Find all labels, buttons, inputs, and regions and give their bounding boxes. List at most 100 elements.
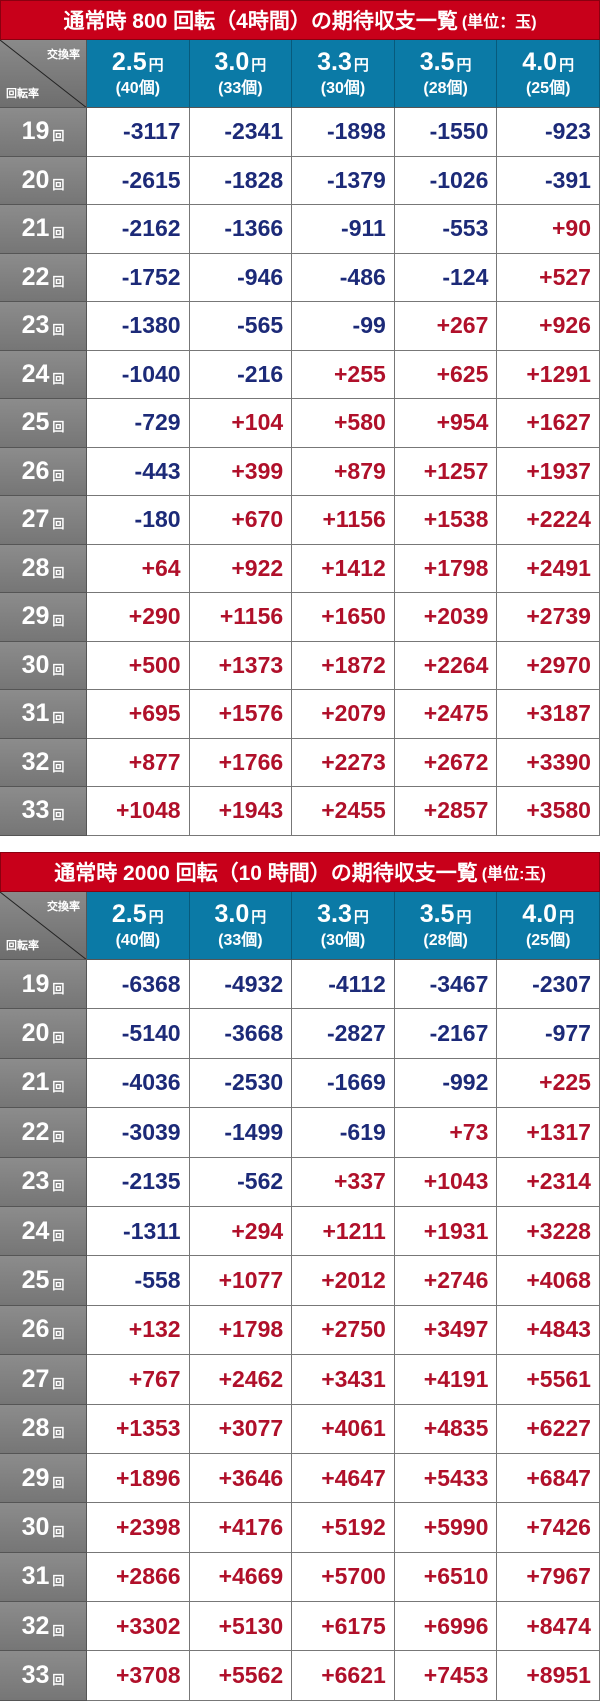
yen-label: 円: [353, 908, 369, 926]
ball-count: (28個): [423, 931, 468, 949]
spin-suffix: 回: [52, 981, 65, 996]
table-cell: +1650: [292, 593, 395, 642]
rate-value: 4.0: [522, 47, 558, 76]
table-cell: -3467: [394, 960, 498, 1010]
table-cell: +2462: [189, 1355, 293, 1405]
rate-value: 2.5: [111, 47, 147, 76]
table-cell: +2012: [292, 1256, 395, 1306]
table-cell: -565: [189, 302, 293, 351]
table-cell: +1043: [394, 1157, 498, 1207]
table-cell: +4068: [497, 1256, 600, 1306]
table-cell: -553: [394, 205, 498, 254]
spin-suffix: 回: [52, 1228, 65, 1243]
spin-suffix: 回: [52, 1080, 65, 1095]
table-cell: +1412: [292, 544, 395, 593]
ball-count: (30個): [320, 79, 366, 97]
spin-rate-label: 22 回: [0, 253, 87, 302]
table-cell: +625: [394, 350, 498, 399]
table-cell: -562: [189, 1157, 293, 1207]
spin-value: 28: [21, 1414, 50, 1443]
yen-label: 円: [148, 56, 164, 74]
table-cell: -911: [292, 205, 395, 254]
ball-count: (40個): [115, 931, 161, 949]
spin-suffix: 回: [52, 177, 65, 192]
spin-rate-label: 23 回: [0, 1157, 87, 1207]
table-cell: -1550: [394, 108, 498, 157]
spin-value: 28: [21, 553, 50, 582]
table-cell: +1156: [292, 496, 395, 545]
table-cell: +90: [497, 205, 600, 254]
ball-count: (33個): [218, 79, 263, 97]
spin-rate-label: 22 回: [0, 1108, 87, 1158]
spin-rate-label: 20 回: [0, 1009, 87, 1059]
table-cell: +5990: [394, 1503, 498, 1553]
spin-rate-label: 24 回: [0, 1206, 87, 1257]
table-cell: +1627: [497, 399, 600, 448]
spin-suffix: 回: [52, 1475, 65, 1490]
table-cell: +1872: [292, 641, 395, 690]
table-cell: -1026: [394, 156, 498, 205]
spin-value: 30: [21, 1512, 50, 1541]
spin-value: 22: [21, 1117, 50, 1146]
spin-rate-label: 33 回: [0, 787, 87, 836]
rate-header: 3.3 円 (30個): [292, 40, 395, 108]
spin-suffix: 回: [52, 1673, 65, 1688]
table-cell: +6175: [292, 1602, 395, 1652]
table-cell: +2475: [394, 690, 498, 739]
table-cell: -3039: [87, 1108, 190, 1158]
rate-value: 3.3: [317, 899, 352, 928]
table-cell: -1311: [87, 1206, 190, 1257]
spin-rate-label: 26 回: [0, 1305, 87, 1356]
table-cell: +267: [394, 302, 498, 351]
table-cell: +2866: [87, 1552, 190, 1603]
table-cell: +3077: [189, 1404, 293, 1454]
table-cell: +2491: [497, 544, 600, 593]
table-cell: +1257: [394, 447, 498, 496]
table-cell: -1752: [87, 253, 190, 302]
table-cell: -1040: [87, 350, 190, 399]
spin-rate-label: 25 回: [0, 399, 87, 448]
table-cell: +1211: [292, 1206, 395, 1257]
rate-value: 3.0: [214, 47, 250, 76]
table-cell: +3646: [189, 1453, 293, 1504]
table-cell: -1366: [189, 205, 293, 254]
spin-value: 31: [21, 699, 50, 728]
yen-label: 円: [251, 56, 267, 74]
spin-rate-label: 26 回: [0, 447, 87, 496]
table-cell: +2750: [292, 1305, 395, 1356]
unit-label: (単位：玉): [461, 14, 537, 31]
table-cell: -2135: [87, 1157, 190, 1207]
yen-label: 円: [559, 56, 575, 74]
table-title: 通常時 2000 回転（10 時間）の期待収支一覧 (単位:玉): [0, 852, 600, 892]
table-cell: -2341: [189, 108, 293, 157]
table-cell: +954: [394, 399, 498, 448]
table-cell: +64: [87, 544, 190, 593]
table-cell: +5562: [189, 1651, 293, 1701]
spin-suffix: 回: [52, 1574, 65, 1589]
exchange-rate-label: 交換率: [47, 901, 80, 913]
table-cell: +3302: [87, 1602, 190, 1652]
spin-rate-label: 31 回: [0, 1552, 87, 1603]
table-cell: +337: [292, 1157, 395, 1207]
ball-count: (28個): [423, 79, 468, 97]
table-cell: +1373: [189, 641, 293, 690]
yen-label: 円: [456, 908, 472, 926]
spin-rate-label: 21 回: [0, 1058, 87, 1109]
spin-suffix: 回: [52, 711, 65, 726]
spin-suffix: 回: [52, 129, 65, 144]
table-cell: +877: [87, 738, 190, 787]
spin-value: 20: [21, 1019, 50, 1048]
spin-rate-label: 21 回: [0, 205, 87, 254]
spin-suffix: 回: [52, 1327, 65, 1342]
table-cell: +4647: [292, 1453, 395, 1504]
rate-value: 3.5: [419, 899, 455, 928]
rate-value: 3.0: [214, 899, 250, 928]
table-cell: -391: [497, 156, 600, 205]
spin-rate-label: 28 回: [0, 1404, 87, 1454]
table-cell: -1380: [87, 302, 190, 351]
table-cell: +1937: [497, 447, 600, 496]
spin-suffix: 回: [52, 1031, 65, 1046]
table-cell: +695: [87, 690, 190, 739]
table-title: 通常時 800 回転（4時間）の期待収支一覧 (単位：玉): [0, 0, 600, 40]
corner-header: 交換率 回転率: [0, 40, 87, 108]
